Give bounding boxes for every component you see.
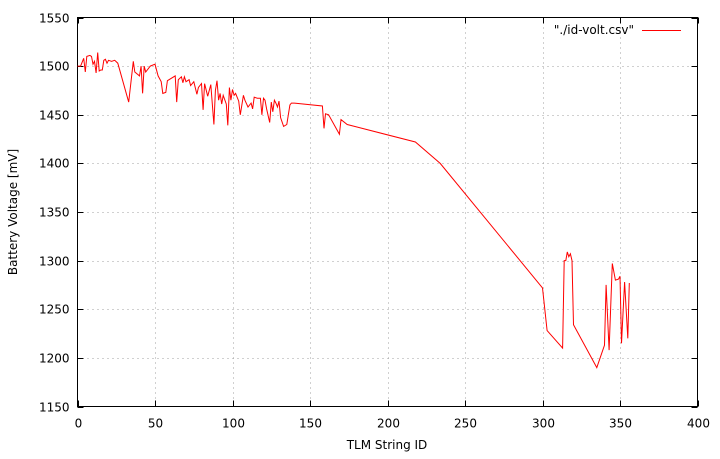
series-line (77, 52, 630, 369)
x-tick-label: 350 (609, 417, 632, 431)
x-tick-label: 50 (148, 417, 163, 431)
plot-border (77, 17, 698, 407)
y-tick-label: 1500 (39, 60, 70, 74)
x-tick-label: 0 (75, 417, 83, 431)
x-tick-label: 100 (222, 417, 245, 431)
x-tick-label: 200 (377, 417, 400, 431)
axis-ticks: 0 50 100 150 200 250 300 350 400 1150 1200 1250 1300… (39, 12, 710, 431)
y-tick-label: 1400 (39, 157, 70, 171)
y-tick-label: 1450 (39, 109, 70, 123)
y-tick-label: 1300 (39, 255, 70, 269)
x-tick-label: 400 (687, 417, 710, 431)
legend-label: "./id-volt.csv" (554, 23, 634, 37)
y-axis-label: Battery Voltage [mV] (6, 149, 20, 275)
x-tick-label: 250 (454, 417, 477, 431)
legend: "./id-volt.csv" (554, 23, 681, 37)
y-tick-label: 1350 (39, 206, 70, 220)
y-tick-label: 1250 (39, 303, 70, 317)
y-tick-label: 1150 (39, 401, 70, 415)
x-axis-label: TLM String ID (346, 438, 428, 452)
x-tick-label: 150 (299, 417, 322, 431)
grid (77, 17, 698, 407)
y-tick-label: 1550 (39, 12, 70, 26)
x-tick-label: 300 (532, 417, 555, 431)
y-tick-label: 1200 (39, 352, 70, 366)
